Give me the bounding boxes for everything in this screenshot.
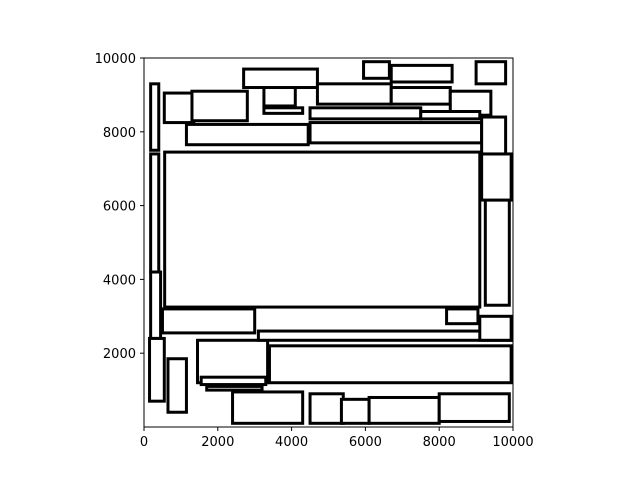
packed-rectangle	[160, 307, 257, 335]
rectangles-layer	[148, 60, 513, 425]
packed-rectangle	[367, 395, 441, 425]
packed-rectangle	[362, 60, 391, 80]
packed-rectangle	[199, 375, 268, 387]
x-tick-label: 2000	[201, 435, 234, 450]
axes-frame	[143, 57, 514, 428]
packed-rectangle	[163, 150, 482, 309]
packed-rectangle	[205, 384, 264, 392]
packed-rectangle	[480, 152, 513, 202]
y-tick-label: 6000	[103, 200, 136, 215]
x-tick-label: 6000	[349, 435, 382, 450]
packed-rectangle	[262, 106, 305, 115]
x-tick-label: 10000	[492, 435, 533, 450]
packed-rectangle	[308, 392, 345, 425]
packed-rectangle	[389, 63, 454, 84]
packed-rectangle	[149, 82, 161, 152]
packed-rectangle	[308, 106, 423, 121]
packed-rectangle	[231, 390, 305, 425]
packed-rectangle	[256, 329, 513, 342]
packed-rectangle	[315, 82, 393, 106]
packed-rectangle	[445, 307, 480, 326]
packed-rectangle	[184, 122, 310, 147]
packed-rectangle	[483, 198, 511, 307]
packed-rectangle	[267, 344, 513, 385]
packed-rectangle	[149, 270, 163, 340]
ticks-layer: 0 2000 4000 6000 8000 10000 2000 4000 6000 8000 10…	[95, 52, 534, 450]
packed-rectangle	[308, 121, 484, 145]
packed-rectangle	[242, 67, 319, 90]
x-tick-label: 4000	[275, 435, 308, 450]
packed-rectangle	[474, 60, 508, 86]
packed-rectangle	[148, 336, 166, 403]
packed-rectangle	[419, 110, 482, 121]
packed-rectangle	[162, 91, 196, 125]
y-tick-label: 8000	[103, 126, 136, 141]
packed-rectangle	[478, 314, 513, 342]
packed-rectangle	[166, 357, 188, 414]
packed-rectangle	[149, 152, 161, 274]
packed-rectangle	[190, 89, 249, 123]
packed-rectangle	[480, 115, 508, 156]
y-tick-label: 10000	[95, 52, 136, 67]
x-tick-label: 0	[140, 435, 148, 450]
y-tick-label: 2000	[103, 347, 136, 362]
packed-rectangle	[437, 392, 511, 423]
packed-rectangle	[389, 86, 452, 106]
x-tick-label: 8000	[423, 435, 456, 450]
packed-rectangle	[339, 397, 371, 425]
y-tick-label: 4000	[103, 273, 136, 288]
